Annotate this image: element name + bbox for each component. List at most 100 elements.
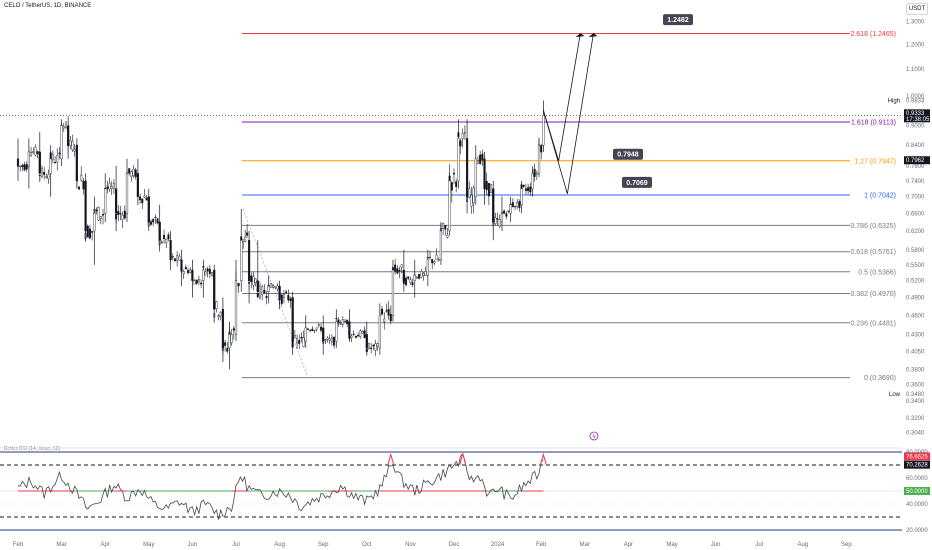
candle-body: [374, 343, 377, 351]
candle-body: [242, 239, 245, 242]
candle-body: [25, 164, 28, 170]
time-tick-label: Nov: [405, 542, 416, 548]
candle: [518, 199, 521, 212]
time-tick-label: May: [143, 542, 154, 548]
candle-body: [49, 158, 52, 174]
projection-path: [542, 33, 594, 194]
time-axis[interactable]: Feb Mar Apr May Jun Jul Aug Sep Oct Nov Dec 2024 Feb…: [13, 542, 853, 548]
candle-body: [208, 268, 211, 274]
candle-body: [60, 125, 63, 160]
candle: [47, 169, 50, 184]
candle-body: [276, 285, 279, 290]
candle-body: [411, 282, 414, 285]
candle-body: [450, 182, 453, 191]
candle-body: [527, 187, 530, 192]
candle: [27, 138, 30, 189]
candle: [339, 320, 342, 325]
candle-body: [40, 168, 43, 177]
candle-body: [200, 282, 203, 285]
currency-selector[interactable]: USDT: [906, 3, 928, 15]
candle: [234, 259, 238, 342]
candle-body: [433, 261, 436, 264]
time-tick-label: Apr: [624, 542, 633, 548]
candle: [378, 303, 381, 355]
candle: [479, 150, 482, 165]
candle: [128, 168, 131, 176]
candle: [208, 264, 211, 279]
candle: [361, 330, 364, 334]
rsi-value-label: 70.2628: [906, 463, 928, 469]
candle-body: [119, 213, 122, 215]
projection-label: 0.7948: [617, 152, 639, 159]
price-axis[interactable]: 1.3000 1.2000 1.1000 1.0000 0.9000 0.8400 0.78…: [888, 20, 930, 534]
candle-body: [193, 280, 196, 285]
price-tick-label: 1.0000: [906, 94, 925, 100]
candle: [472, 185, 475, 214]
price-tick-label: 0.7000: [906, 195, 925, 201]
candle: [509, 196, 512, 222]
candle-body: [302, 337, 305, 347]
candle-body: [396, 268, 399, 274]
price-tick-label: 0.4050: [906, 349, 925, 355]
candle-body: [38, 151, 41, 174]
candle-body: [84, 180, 87, 232]
candle-body: [381, 308, 384, 315]
price-tick-label: 1.2000: [906, 42, 925, 48]
candle-body: [492, 188, 495, 223]
candle: [335, 309, 338, 348]
candle-body: [337, 319, 340, 324]
candle: [542, 100, 545, 152]
candle-body: [520, 188, 523, 206]
candle: [167, 232, 170, 242]
candle: [265, 290, 268, 305]
candle: [202, 259, 205, 298]
candle-body: [398, 269, 401, 272]
price-tick-label: 0.6600: [906, 211, 925, 217]
candle: [381, 305, 384, 316]
candle: [119, 205, 122, 221]
candle: [313, 329, 316, 334]
candle: [180, 249, 183, 287]
candle-body: [531, 173, 534, 189]
candle-body: [173, 258, 176, 262]
time-tick-label: Sep: [841, 542, 852, 548]
candle-body: [102, 214, 105, 216]
rsi-overbought-marker: [459, 453, 467, 466]
price-tick-label: 0.3400: [906, 399, 925, 405]
candle: [322, 315, 325, 355]
candle-body: [435, 254, 438, 260]
candle: [110, 181, 113, 195]
candle-body: [348, 321, 351, 335]
rsi-tick-label: 60.0000: [906, 476, 928, 482]
candle: [522, 184, 525, 188]
candle-body: [365, 334, 368, 349]
candle: [224, 339, 227, 352]
price-tick-label: 0.8400: [906, 143, 925, 149]
candle: [350, 333, 353, 343]
candle: [531, 166, 534, 197]
candle: [302, 330, 305, 348]
candle-body: [409, 279, 412, 283]
candle: [32, 147, 35, 155]
candle-body: [163, 235, 166, 240]
candle: [357, 332, 360, 337]
price-tick-label: 0.4900: [906, 295, 925, 301]
candle: [40, 165, 43, 179]
candle-body: [128, 168, 131, 174]
candle: [82, 178, 85, 195]
price-tick-label: 0.7800: [906, 164, 925, 170]
candle: [315, 327, 318, 332]
candle: [398, 266, 401, 279]
candle-body: [136, 173, 139, 197]
chart-symbol-title: CELO / TetherUS, 1D, BINANCE: [4, 3, 92, 9]
candle: [415, 275, 418, 279]
candle-body: [211, 272, 214, 276]
candle-body: [32, 151, 35, 153]
candle-body: [219, 312, 222, 317]
candle-body: [474, 158, 477, 197]
candle-body: [282, 294, 285, 298]
candle-body: [455, 181, 458, 187]
candle-body: [187, 270, 190, 274]
candle: [88, 224, 91, 240]
